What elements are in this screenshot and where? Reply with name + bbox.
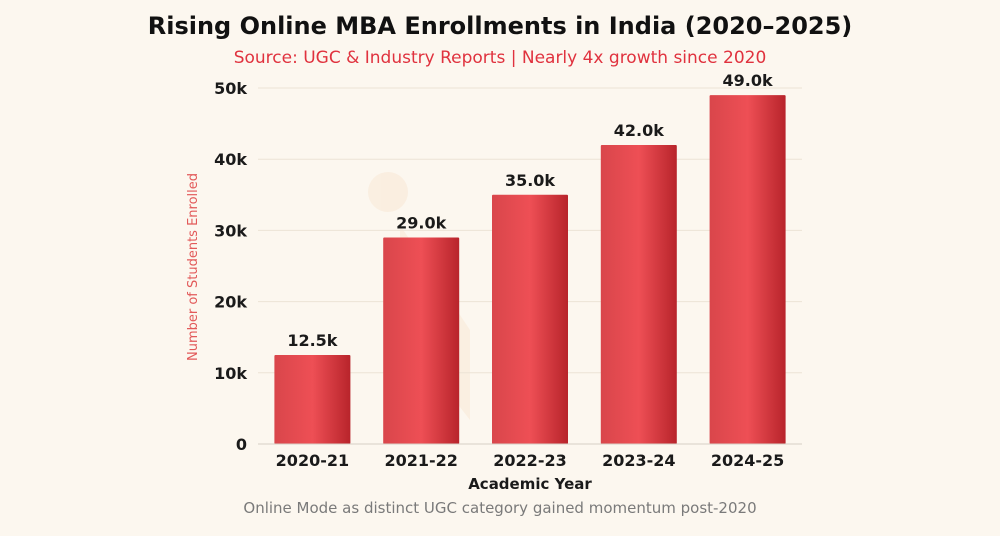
bar-2024-25 xyxy=(709,95,786,445)
y-axis-title: Number of Students Enrolled xyxy=(186,173,201,361)
x-axis-title: Academic Year xyxy=(468,475,592,493)
x-tick-label: 2022-23 xyxy=(493,451,566,470)
data-label: 12.5k xyxy=(287,331,337,350)
data-label: 49.0k xyxy=(723,71,773,90)
chart-subtitle: Source: UGC & Industry Reports | Nearly … xyxy=(234,48,767,68)
y-tick-label: 10k xyxy=(214,364,247,383)
y-tick-label: 20k xyxy=(214,293,247,312)
x-axis-ticks: 2020-21 2021-22 2022-23 2023-24 2024-25 xyxy=(276,451,785,470)
x-tick-label: 2024-25 xyxy=(711,451,784,470)
y-tick-label: 50k xyxy=(214,79,247,98)
chart-title: Rising Online MBA Enrollments in India (… xyxy=(148,12,853,40)
bar-2023-24 xyxy=(600,144,677,444)
bar-2021-22 xyxy=(383,237,460,444)
bar-2020-21 xyxy=(274,355,351,444)
footnote: Online Mode as distinct UGC category gai… xyxy=(243,499,756,517)
data-label: 42.0k xyxy=(614,121,664,140)
y-axis-ticks: 0 10k 20k 30k 40k 50k xyxy=(214,79,247,454)
y-tick-label: 30k xyxy=(214,221,247,240)
y-tick-label: 40k xyxy=(214,150,247,169)
y-tick-label: 0 xyxy=(236,435,247,454)
x-tick-label: 2023-24 xyxy=(602,451,675,470)
data-labels: 12.5k 29.0k 35.0k 42.0k 49.0k xyxy=(287,71,773,350)
x-tick-label: 2020-21 xyxy=(276,451,349,470)
bar-2022-23 xyxy=(492,194,568,444)
data-label: 29.0k xyxy=(396,214,446,233)
x-tick-label: 2021-22 xyxy=(384,451,457,470)
data-label: 35.0k xyxy=(505,171,555,190)
bars xyxy=(274,95,786,445)
